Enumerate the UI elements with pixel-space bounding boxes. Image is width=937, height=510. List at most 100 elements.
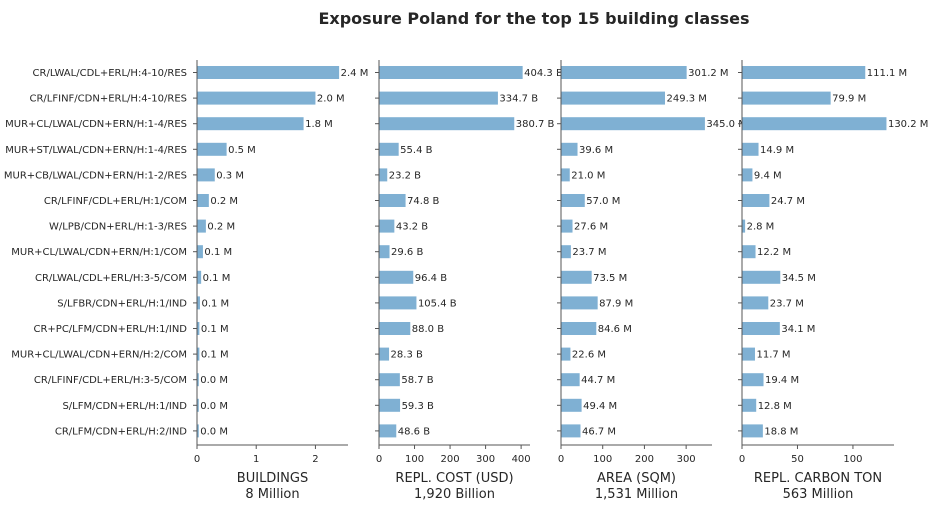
data-label: 29.6 B <box>391 247 423 258</box>
bar <box>379 398 401 412</box>
x-tick-label: 50 <box>791 454 804 465</box>
data-label: 0.1 M <box>204 247 232 258</box>
bar <box>561 373 580 387</box>
category-labels: CR/LWAL/CDL+ERL/H:4-10/RES CR/LFINF/CDN+E… <box>4 68 187 437</box>
bar <box>742 347 755 361</box>
bar <box>742 270 781 284</box>
data-label: 0.1 M <box>203 273 231 284</box>
bar <box>742 322 780 335</box>
data-label: 11.7 M <box>756 350 790 361</box>
data-label: 23.2 B <box>389 170 421 181</box>
data-label: 0.0 M <box>200 375 228 386</box>
bar <box>742 373 764 387</box>
bar <box>197 398 199 412</box>
data-label: 74.8 B <box>407 196 439 207</box>
category-label: CR/LFINF/CDL+ERL/H:1/COM <box>44 196 187 207</box>
bar <box>197 373 199 387</box>
bar <box>197 424 199 438</box>
bar <box>742 168 753 182</box>
data-label: 34.5 M <box>782 273 816 284</box>
bar <box>197 270 202 284</box>
data-label: 0.3 M <box>216 170 244 181</box>
category-label: CR/LFINF/CDN+ERL/H:4-10/RES <box>30 94 188 105</box>
category-label: CR/LFINF/CDL+ERL/H:3-5/COM <box>34 375 187 386</box>
bar <box>379 347 390 361</box>
data-label: 0.0 M <box>200 401 228 412</box>
bar <box>197 245 203 259</box>
bar <box>561 322 597 335</box>
x-tick-label: 0 <box>558 454 564 465</box>
bar <box>197 322 200 335</box>
bar <box>561 398 582 412</box>
data-label: 0.1 M <box>201 298 229 309</box>
data-label: 1.8 M <box>305 119 333 130</box>
data-label: 14.9 M <box>760 145 794 156</box>
data-label: 84.6 M <box>598 324 632 335</box>
x-tick-label: 1 <box>253 454 259 465</box>
bar <box>379 194 406 207</box>
x-tick-label: 100 <box>593 454 612 465</box>
data-label: 88.0 B <box>412 324 444 335</box>
x-tick-label: 400 <box>512 454 531 465</box>
data-label: 130.2 M <box>888 119 928 130</box>
data-label: 58.7 B <box>401 375 433 386</box>
bar <box>561 168 570 182</box>
bar <box>379 142 399 156</box>
data-label: 0.2 M <box>207 222 235 233</box>
bar <box>561 142 578 156</box>
data-label: 49.4 M <box>583 401 617 412</box>
panel-total: 563 Million <box>783 487 854 502</box>
bar <box>561 66 687 79</box>
data-label: 9.4 M <box>754 170 782 181</box>
data-label: 2.0 M <box>317 94 345 105</box>
category-label: CR+PC/LFM/CDN+ERL/H:1/IND <box>33 324 187 335</box>
bar <box>379 245 390 259</box>
data-label: 34.1 M <box>781 324 815 335</box>
bar <box>379 296 417 310</box>
category-label: MUR+ST/LWAL/CDN+ERN/H:1-4/RES <box>5 145 187 156</box>
x-tick-label: 200 <box>635 454 654 465</box>
bar <box>742 142 759 156</box>
x-axis-label: REPL. COST (USD) <box>395 471 513 486</box>
data-label: 2.4 M <box>341 68 369 79</box>
bar <box>742 424 763 438</box>
data-label: 79.9 M <box>832 94 866 105</box>
bar <box>197 168 215 182</box>
data-label: 46.7 M <box>582 426 616 437</box>
data-label: 44.7 M <box>581 375 615 386</box>
bar <box>561 194 585 207</box>
category-label: CR/LWAL/CDL+ERL/H:3-5/COM <box>35 273 187 284</box>
bar <box>379 322 411 335</box>
bar <box>742 219 746 233</box>
data-label: 345.0 M <box>706 119 746 130</box>
bar <box>197 194 209 207</box>
x-tick-label: 2 <box>312 454 318 465</box>
panel-4: 111.1 M 79.9 M 130.2 M 14.9 M 9.4 M 24.7 M 2.8… <box>738 60 928 502</box>
data-label: 380.7 B <box>516 119 555 130</box>
data-label: 0.5 M <box>228 145 256 156</box>
x-tick-label: 100 <box>843 454 862 465</box>
bar <box>561 347 571 361</box>
data-label: 22.6 M <box>572 350 606 361</box>
bar <box>197 296 200 310</box>
bar <box>742 66 866 79</box>
category-label: CR/LWAL/CDL+ERL/H:4-10/RES <box>33 68 187 79</box>
data-label: 18.8 M <box>764 426 798 437</box>
data-label: 105.4 B <box>418 298 457 309</box>
bar <box>197 347 200 361</box>
bar <box>379 168 388 182</box>
data-label: 96.4 B <box>415 273 447 284</box>
data-label: 28.3 B <box>391 350 423 361</box>
data-label: 19.4 M <box>765 375 799 386</box>
bar <box>379 117 515 131</box>
bar <box>379 270 414 284</box>
category-label: MUR+CL/LWAL/CDN+ERN/H:1-4/RES <box>5 119 187 130</box>
bar <box>742 117 887 131</box>
x-tick-label: 200 <box>441 454 460 465</box>
bar <box>197 91 316 105</box>
category-label: S/LFM/CDN+ERL/H:1/IND <box>62 401 187 412</box>
data-label: 111.1 M <box>867 68 907 79</box>
panel-2: 404.3 B 334.7 B 380.7 B 55.4 B 23.2 B 74.8 B 4… <box>375 60 563 502</box>
panel-total: 1,531 Million <box>595 487 678 502</box>
x-tick-label: 300 <box>476 454 495 465</box>
